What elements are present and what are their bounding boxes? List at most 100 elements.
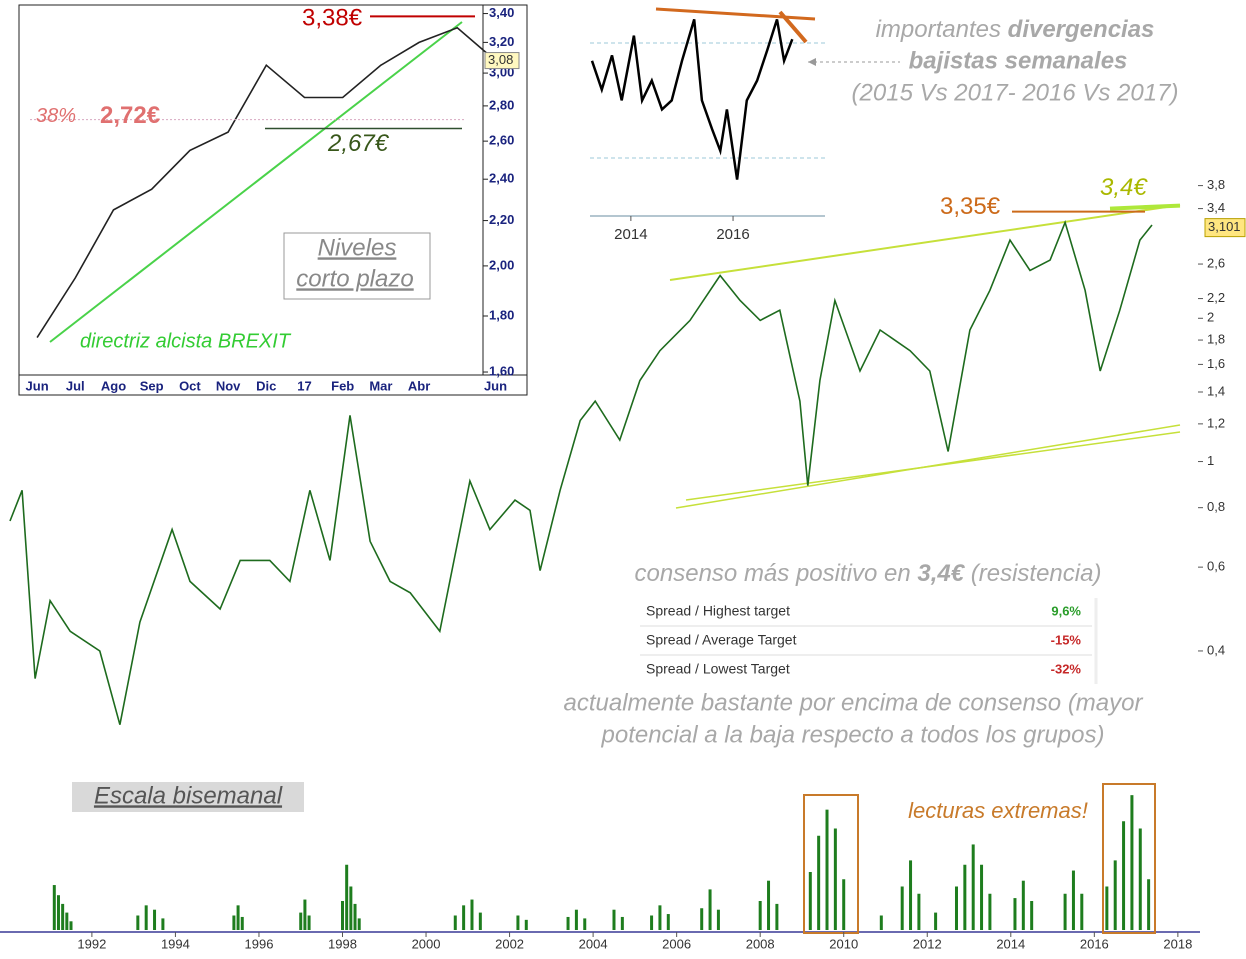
- bar: [236, 905, 240, 930]
- bar: [462, 905, 466, 930]
- bar: [1113, 860, 1117, 930]
- bar: [470, 899, 474, 930]
- row-label: Spread / Lowest Target: [646, 661, 790, 677]
- price-line: [590, 19, 794, 180]
- highlight-box: [803, 794, 859, 934]
- bar: [817, 835, 821, 930]
- y-tick-label: 2,2: [1207, 290, 1225, 305]
- divergence-chart: 2014 2016: [586, 2, 900, 243]
- channel-bottom: [685, 431, 1181, 501]
- bar: [954, 886, 958, 930]
- y-tick-label: 1,4: [1207, 383, 1225, 398]
- y-tick-label: 0,6: [1207, 559, 1225, 574]
- bar: [658, 905, 662, 930]
- x-tick-label: Oct: [179, 378, 201, 393]
- trendline: [49, 21, 463, 343]
- y-tick-label: 1,80: [489, 307, 514, 322]
- bar: [153, 909, 157, 930]
- bar: [620, 916, 624, 930]
- note: actualmente bastante por encima de conse…: [564, 689, 1144, 716]
- y-tick-label: 1,2: [1207, 415, 1225, 430]
- retracement-label: 2,72€: [100, 102, 160, 129]
- bar: [900, 886, 904, 930]
- y-tick-label: 2: [1207, 310, 1214, 325]
- row-value: -32%: [1051, 661, 1082, 676]
- bar: [1080, 893, 1084, 930]
- bar: [303, 899, 307, 930]
- y-tick-label: 3,40: [489, 5, 514, 20]
- note-part: (resistencia): [964, 560, 1101, 587]
- bar: [299, 912, 303, 930]
- bar: [842, 879, 846, 930]
- bar: [307, 915, 311, 930]
- bar: [566, 916, 570, 930]
- label-box: [283, 232, 431, 300]
- high-label: 3,38€: [302, 5, 363, 32]
- target-line: [1109, 203, 1181, 211]
- last-label: 3,08: [488, 52, 513, 67]
- label-bg: [72, 782, 304, 812]
- bar: [988, 893, 992, 930]
- y-tick-label: 3,8: [1207, 177, 1225, 192]
- x-tick-label: 2010: [829, 936, 858, 951]
- bar: [980, 864, 984, 930]
- bar: [612, 909, 616, 930]
- bar: [775, 903, 779, 930]
- bar: [478, 912, 482, 930]
- bar: [516, 915, 520, 930]
- bar: [357, 918, 361, 930]
- table-bg: [640, 598, 1098, 686]
- divergence-line: [778, 10, 808, 44]
- note-part: divergencias: [1008, 16, 1155, 43]
- x-tick-label: 2016: [716, 226, 749, 243]
- x-tick-label: 1992: [77, 936, 106, 951]
- trendline-label: directriz alcista BREXIT: [80, 330, 292, 352]
- box-title: corto plazo: [296, 265, 413, 292]
- x-tick-label: 2002: [495, 936, 524, 951]
- bar: [1105, 886, 1109, 930]
- bar: [232, 915, 236, 930]
- bar: [349, 886, 353, 930]
- bar: [716, 909, 720, 930]
- last-box: [484, 52, 520, 70]
- pointer-head: [808, 58, 816, 66]
- highlight-box: [1102, 783, 1156, 934]
- retracement-note: 38%: [36, 105, 76, 127]
- x-tick-label: Nov: [216, 378, 241, 393]
- y-tick-label: 1,6: [1207, 356, 1225, 371]
- note-part: importantes: [876, 16, 1008, 43]
- bar: [1063, 893, 1067, 930]
- y-tick-label: 3,4: [1207, 200, 1225, 215]
- x-tick-label: 2008: [746, 936, 775, 951]
- x-tick-label: 17: [297, 378, 311, 393]
- main-chart: 0,4 0,6 0,8 1 1,2 1,4 1,6 1,8 2 2,2 2,6 3,4 3,8 3,35€…: [9, 174, 1246, 725]
- bar: [879, 915, 883, 930]
- bar: [453, 915, 457, 930]
- bar: [767, 880, 771, 930]
- y-tick-label: 0,8: [1207, 499, 1225, 514]
- row-label: Spread / Highest target: [646, 603, 790, 619]
- scale-label: Escala bisemanal: [94, 782, 283, 809]
- x-tick-label: Jun: [484, 378, 507, 393]
- bar: [345, 864, 349, 930]
- bar: [1122, 821, 1126, 930]
- spread-table: Spread / Highest target 9,6% Spread / Av…: [640, 598, 1098, 686]
- bar: [963, 864, 967, 930]
- bar: [524, 919, 528, 930]
- x-tick-label: Dic: [256, 378, 276, 393]
- y-tick-label: 0,4: [1207, 642, 1225, 657]
- bar: [1130, 795, 1134, 930]
- bar: [1138, 828, 1142, 930]
- y-tick-label: 2,6: [1207, 255, 1225, 270]
- channel-top: [669, 204, 1181, 281]
- note: potencial a la baja respecto a todos los…: [601, 721, 1105, 748]
- y-tick-label: 1,8: [1207, 331, 1225, 346]
- bar: [833, 828, 837, 930]
- note: consenso más positivo en 3,4€ (resistenc…: [635, 560, 1102, 587]
- x-tick-label: Ago: [101, 378, 126, 393]
- row-value: 9,6%: [1051, 603, 1081, 618]
- note: importantes divergencias: [876, 16, 1155, 43]
- bar: [574, 909, 578, 930]
- x-tick-label: 2018: [1163, 936, 1192, 951]
- bar: [161, 918, 165, 930]
